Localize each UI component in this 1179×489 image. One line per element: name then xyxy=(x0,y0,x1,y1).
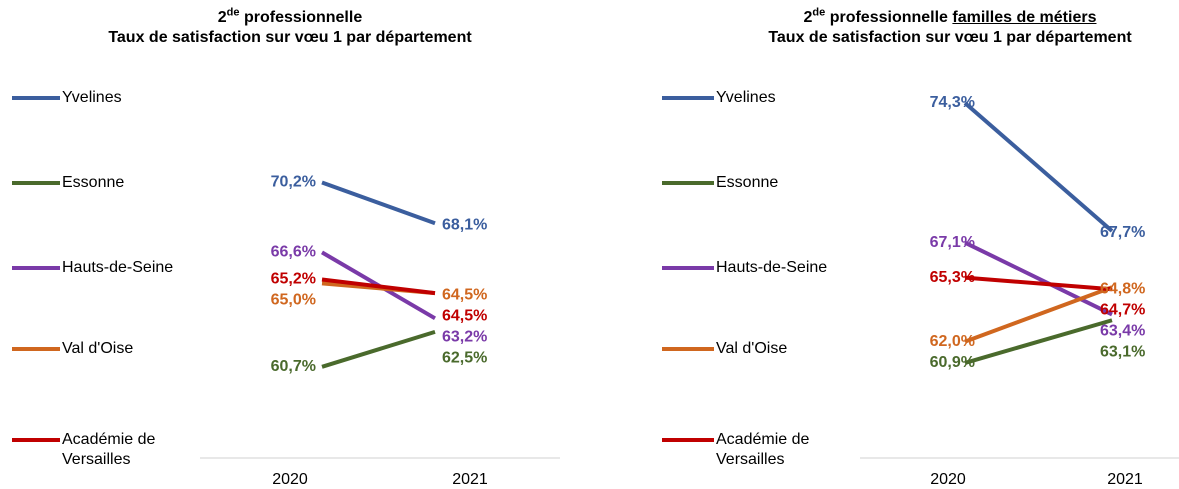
x-tick-label: 2020 xyxy=(272,471,308,488)
title-superscript: de xyxy=(812,6,826,19)
value-label: 63,1% xyxy=(1100,343,1145,360)
series-line xyxy=(964,275,1113,292)
series-line xyxy=(964,318,1113,365)
legend-label: Essonne xyxy=(716,174,779,191)
chart-title: 2de professionnelle familles de métiers T… xyxy=(670,6,1179,48)
series-line xyxy=(963,101,1114,233)
title-text: professionnelle xyxy=(829,9,948,26)
title-text: professionnelle xyxy=(243,9,363,26)
series-line xyxy=(321,277,436,296)
legend-label: Yvelines xyxy=(62,89,122,106)
legend-label: Val d'Oise xyxy=(62,340,134,357)
legend-label: Académie de Versailles xyxy=(62,431,156,468)
value-label: 60,7% xyxy=(271,358,316,375)
legend-label: Académie de Versailles xyxy=(716,431,810,468)
series-line xyxy=(321,329,436,369)
title-underlined: familles de métiers xyxy=(952,9,1097,26)
value-label: 70,2% xyxy=(271,174,316,191)
value-label: 64,5% xyxy=(442,307,487,324)
value-label: 65,2% xyxy=(271,271,316,288)
subtitle: Taux de satisfaction sur vœu 1 par dépar… xyxy=(768,29,1132,46)
series-line xyxy=(964,285,1113,344)
title-superscript: de xyxy=(226,6,240,19)
value-label: 60,9% xyxy=(930,354,975,371)
value-label: 64,7% xyxy=(1100,301,1145,318)
value-label: 68,1% xyxy=(442,216,487,233)
value-label: 64,5% xyxy=(442,286,487,303)
legend-label: Hauts-de-Seine xyxy=(62,259,174,276)
value-label: 62,0% xyxy=(930,333,975,350)
series-line xyxy=(964,240,1113,317)
x-tick-label: 2021 xyxy=(452,471,488,488)
legend-label: Val d'Oise xyxy=(716,340,788,357)
legend-label: Essonne xyxy=(62,174,125,191)
value-label: 64,8% xyxy=(1100,280,1145,297)
title-number: 2 xyxy=(803,9,813,26)
legend-label: Hauts-de-Seine xyxy=(716,259,828,276)
legend-label: Yvelines xyxy=(716,89,776,106)
value-label: 63,2% xyxy=(442,328,487,345)
x-tick-label: 2021 xyxy=(1107,471,1143,488)
value-label: 65,3% xyxy=(930,269,975,286)
value-label: 67,7% xyxy=(1100,224,1145,241)
value-label: 63,4% xyxy=(1100,322,1145,339)
chart-title: 2de professionnelle Taux de satisfaction … xyxy=(10,6,570,48)
value-label: 65,0% xyxy=(271,292,316,309)
value-label: 62,5% xyxy=(442,349,487,366)
value-label: 66,6% xyxy=(271,244,316,261)
subtitle: Taux de satisfaction sur vœu 1 par dépar… xyxy=(108,29,472,46)
title-number: 2 xyxy=(217,9,227,26)
x-tick-label: 2020 xyxy=(930,471,966,488)
series-line xyxy=(321,180,436,226)
value-label: 67,1% xyxy=(930,234,975,251)
value-label: 74,3% xyxy=(930,94,975,111)
